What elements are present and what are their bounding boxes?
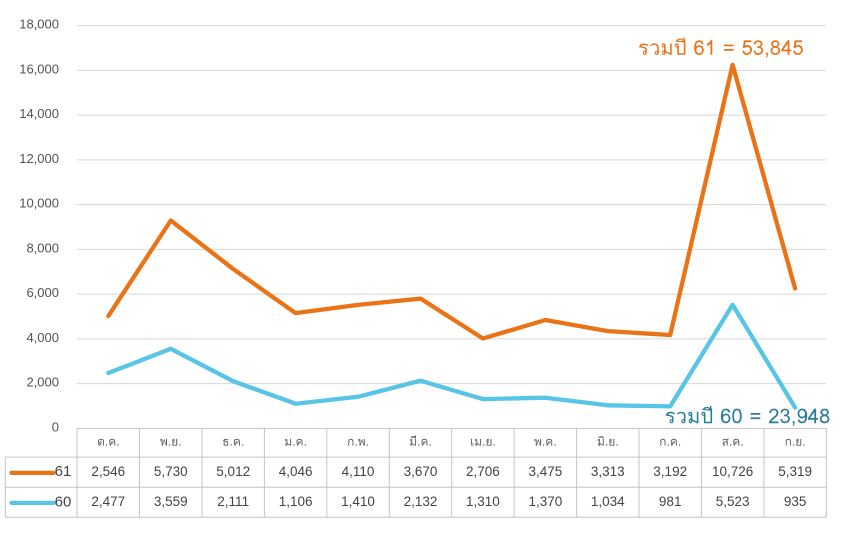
svg-text:8,000: 8,000 — [26, 240, 59, 255]
svg-text:61: 61 — [55, 463, 72, 480]
svg-text:2,477: 2,477 — [91, 494, 125, 509]
svg-text:981: 981 — [659, 494, 682, 509]
svg-text:2,000: 2,000 — [26, 375, 59, 390]
svg-text:12,000: 12,000 — [19, 151, 59, 166]
svg-text:3,670: 3,670 — [404, 464, 438, 479]
svg-text:1,034: 1,034 — [591, 494, 625, 509]
svg-text:2,111: 2,111 — [217, 494, 249, 509]
svg-text:5,319: 5,319 — [778, 464, 812, 479]
svg-text:4,000: 4,000 — [26, 330, 59, 345]
svg-text:4,046: 4,046 — [279, 464, 313, 479]
svg-text:2,132: 2,132 — [404, 494, 438, 509]
svg-text:0: 0 — [52, 419, 59, 434]
svg-text:3,313: 3,313 — [591, 464, 625, 479]
svg-text:3,475: 3,475 — [529, 464, 563, 479]
svg-text:18,000: 18,000 — [19, 17, 59, 32]
svg-text:5,730: 5,730 — [154, 464, 188, 479]
svg-text:6,000: 6,000 — [26, 285, 59, 300]
svg-text:5,523: 5,523 — [716, 494, 750, 509]
svg-text:1,106: 1,106 — [279, 494, 313, 509]
svg-text:16,000: 16,000 — [19, 61, 59, 76]
svg-text:935: 935 — [784, 494, 807, 509]
svg-text:2,706: 2,706 — [466, 464, 500, 479]
svg-text:4,110: 4,110 — [342, 464, 375, 479]
svg-text:1,310: 1,310 — [466, 494, 500, 509]
svg-text:60: 60 — [55, 493, 72, 510]
svg-text:3,559: 3,559 — [154, 494, 188, 509]
svg-text:3,192: 3,192 — [653, 464, 687, 479]
svg-text:14,000: 14,000 — [19, 106, 59, 121]
svg-text:10,726: 10,726 — [712, 464, 753, 479]
svg-text:1,410: 1,410 — [341, 494, 375, 509]
svg-text:10,000: 10,000 — [19, 196, 59, 211]
svg-text:5,012: 5,012 — [216, 464, 250, 479]
svg-text:2,546: 2,546 — [91, 464, 125, 479]
svg-text:1,370: 1,370 — [529, 494, 563, 509]
